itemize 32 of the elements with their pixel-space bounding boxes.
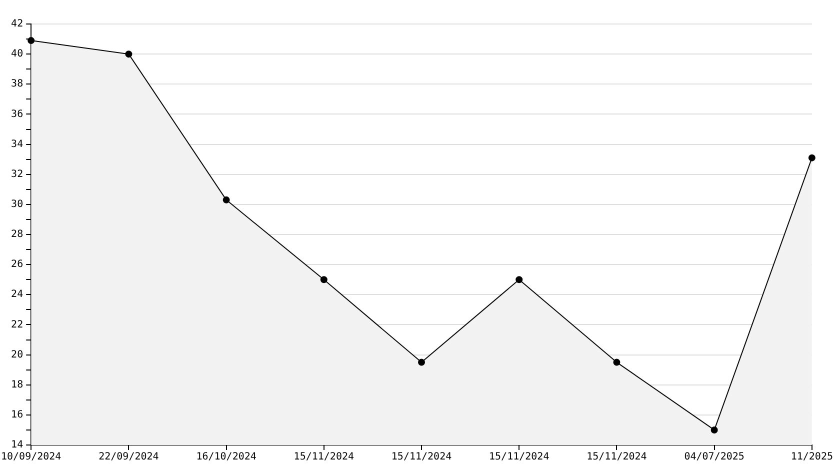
y-tick-label: 26 [11,259,24,270]
y-tick-label: 30 [11,199,24,210]
y-tick-label: 40 [11,48,24,60]
x-tick-label: 11/2025 [790,452,834,463]
point [808,154,816,162]
y-tick-label: 14 [11,440,24,451]
point [516,276,523,284]
y-tick-label: 36 [11,108,24,120]
x-tick-label: 15/11/2024 [489,452,550,463]
x-tick-label: 15/11/2024 [391,452,452,463]
x-tick-label: 10/09/2024 [0,452,62,463]
x-tick-label: 15/11/2024 [294,452,354,463]
y-tick-label: 34 [11,138,24,150]
point [418,358,426,366]
y-tick-label: 42 [11,18,24,30]
point [222,196,230,204]
y-tick-label: 18 [11,379,24,390]
x-tick-label: 15/11/2024 [586,452,647,463]
y-tick-label: 28 [11,229,24,240]
x-tick-label: 16/10/2024 [196,452,256,463]
y-tick-label: 24 [11,289,24,300]
point [613,358,620,366]
y-tick-label: 38 [11,78,24,90]
y-tick-label: 32 [11,168,24,180]
x-tick-label: 22/09/2024 [98,452,159,463]
y-tick-label: 22 [11,319,24,330]
point [710,426,718,434]
y-tick-label: 20 [11,349,24,360]
x-tick-label: 04/07/2025 [684,452,744,463]
point [320,276,328,284]
y-tick-label: 16 [11,410,24,421]
point [125,50,132,58]
